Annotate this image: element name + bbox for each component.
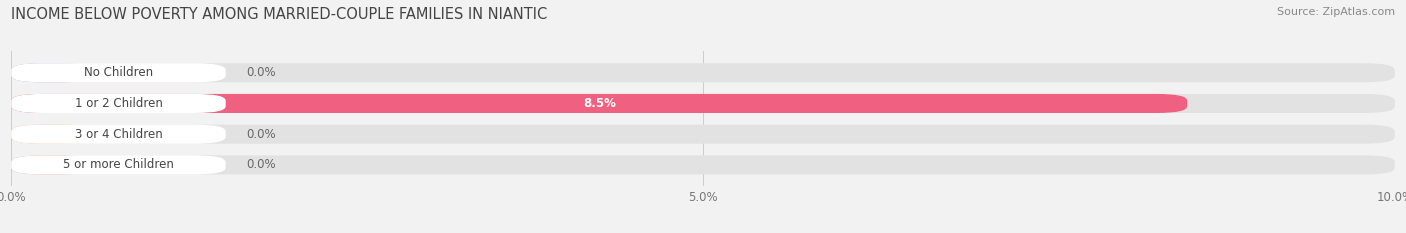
FancyBboxPatch shape xyxy=(11,63,93,82)
Text: Source: ZipAtlas.com: Source: ZipAtlas.com xyxy=(1277,7,1395,17)
Text: 8.5%: 8.5% xyxy=(583,97,616,110)
Text: 3 or 4 Children: 3 or 4 Children xyxy=(75,128,162,141)
Text: INCOME BELOW POVERTY AMONG MARRIED-COUPLE FAMILIES IN NIANTIC: INCOME BELOW POVERTY AMONG MARRIED-COUPL… xyxy=(11,7,547,22)
FancyBboxPatch shape xyxy=(11,125,1395,144)
FancyBboxPatch shape xyxy=(11,155,1395,175)
FancyBboxPatch shape xyxy=(11,94,1395,113)
FancyBboxPatch shape xyxy=(11,63,1395,82)
Text: 5 or more Children: 5 or more Children xyxy=(63,158,174,171)
FancyBboxPatch shape xyxy=(11,94,1187,113)
Text: 0.0%: 0.0% xyxy=(246,66,276,79)
Text: 1 or 2 Children: 1 or 2 Children xyxy=(75,97,163,110)
FancyBboxPatch shape xyxy=(11,125,226,144)
FancyBboxPatch shape xyxy=(11,94,226,113)
FancyBboxPatch shape xyxy=(11,155,226,175)
FancyBboxPatch shape xyxy=(11,125,93,144)
Text: No Children: No Children xyxy=(84,66,153,79)
Text: 0.0%: 0.0% xyxy=(246,128,276,141)
FancyBboxPatch shape xyxy=(11,155,93,175)
Text: 0.0%: 0.0% xyxy=(246,158,276,171)
FancyBboxPatch shape xyxy=(11,63,226,82)
